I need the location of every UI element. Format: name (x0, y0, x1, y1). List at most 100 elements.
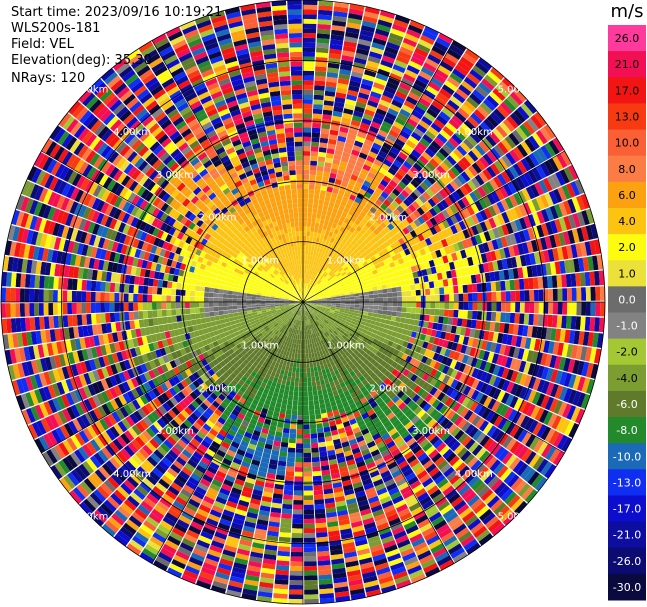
sweep-gate (298, 382, 303, 387)
sweep-gate (359, 87, 371, 96)
sweep-gate (280, 518, 292, 524)
sweep-gate (395, 90, 408, 100)
sweep-gate (383, 302, 388, 307)
sweep-gate (354, 140, 364, 148)
sweep-gate (482, 292, 488, 302)
sweep-gate (363, 291, 369, 296)
sweep-gate (331, 222, 338, 229)
sweep-gate (362, 314, 368, 319)
sweep-gate (318, 5, 333, 11)
sweep-gate (344, 308, 350, 312)
sweep-gate (368, 294, 374, 299)
sweep-gate (512, 129, 524, 143)
sweep-gate (540, 145, 552, 160)
sweep-gate (374, 263, 381, 270)
sweep-gate (295, 448, 303, 453)
sweep-gate (585, 208, 595, 224)
sweep-gate (340, 122, 350, 129)
sweep-gate (432, 182, 442, 192)
sweep-gate (473, 109, 486, 122)
sweep-gate (351, 281, 357, 286)
sweep-gate (539, 127, 552, 142)
sweep-gate (348, 209, 355, 216)
sweep-gate (315, 293, 321, 297)
sweep-gate (328, 263, 333, 269)
sweep-gate (317, 302, 322, 304)
sweep-gate (359, 248, 366, 255)
sweep-gate (434, 287, 440, 295)
sweep-gate (364, 191, 372, 199)
sweep-gate (397, 168, 407, 177)
sweep-gate (299, 368, 303, 373)
sweep-gate (334, 101, 345, 108)
sweep-gate (311, 246, 315, 252)
sweep-gate (337, 169, 345, 177)
sweep-gate (513, 109, 526, 123)
sweep-gate (503, 247, 511, 258)
sweep-gate (406, 28, 421, 39)
sweep-gate (381, 314, 387, 320)
sweep-gate (353, 242, 360, 249)
sweep-gate (599, 302, 605, 317)
sweep-gate (380, 94, 393, 104)
sweep-gate (288, 442, 296, 449)
sweep-gate (496, 225, 505, 237)
sweep-gate (380, 146, 390, 155)
sweep-gate (469, 328, 476, 338)
sweep-gate (325, 281, 330, 286)
sweep-gate (317, 280, 322, 285)
sweep-gate (408, 60, 422, 71)
sweep-gate (404, 207, 413, 216)
sweep-gate (392, 306, 398, 312)
sweep-gate (361, 118, 372, 126)
sweep-gate (311, 270, 315, 276)
sweep-gate (303, 396, 309, 402)
sweep-gate (548, 190, 559, 205)
sweep-gate (410, 290, 417, 296)
sweep-gate (305, 288, 308, 294)
sweep-gate (406, 267, 413, 274)
sweep-gate (303, 452, 312, 458)
sweep-gate (559, 169, 570, 184)
sweep-gate (370, 91, 382, 99)
sweep-gate (387, 230, 395, 238)
sweep-gate (564, 259, 571, 274)
sweep-gate (523, 313, 530, 325)
sweep-gate (317, 19, 332, 25)
sweep-gate (386, 315, 392, 321)
sweep-gate (594, 270, 600, 286)
sweep-gate (406, 307, 412, 313)
sweep-gate (324, 90, 336, 97)
sweep-gate (439, 161, 450, 172)
sweep-gate (369, 51, 383, 60)
sweep-gate (333, 6, 349, 13)
sweep-gate (542, 177, 553, 192)
sweep-gate (298, 391, 303, 397)
sweep-gate (380, 229, 388, 237)
sweep-gate (413, 319, 420, 326)
sweep-gate (438, 111, 451, 122)
sweep-gate (354, 196, 362, 204)
sweep-gate (339, 185, 347, 192)
sweep-gate (462, 310, 468, 319)
sweep-gate (355, 161, 364, 169)
sweep-gate (320, 128, 330, 135)
sweep-gate (527, 200, 537, 214)
sweep-gate (331, 303, 336, 306)
sweep-gate (335, 305, 341, 308)
sweep-gate (419, 248, 427, 256)
sweep-gate (482, 195, 492, 207)
sweep-gate (307, 207, 313, 213)
sweep-gate (372, 191, 381, 199)
sweep-gate (331, 266, 337, 272)
sweep-gate (538, 179, 549, 194)
sweep-gate (375, 246, 382, 253)
sweep-gate (303, 165, 310, 170)
sweep-gate (343, 41, 357, 48)
sweep-gate (498, 81, 513, 95)
sweep-gate (335, 234, 341, 241)
sweep-gate (393, 259, 400, 267)
sweep-gate (393, 19, 409, 29)
sweep-gate (339, 226, 346, 233)
sweep-gate (286, 404, 293, 410)
